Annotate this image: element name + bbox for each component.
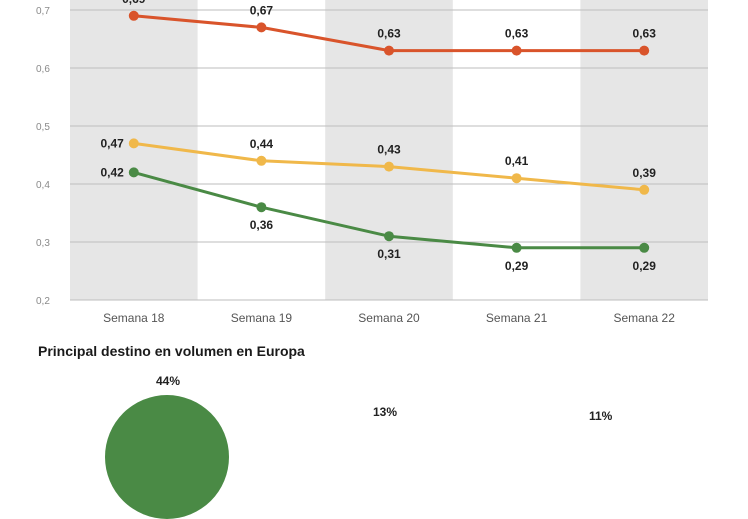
series-3-label-1: 0,42 [100,165,124,179]
series-3-point-1 [128,167,139,178]
series-1-point-1 [128,10,139,21]
series-1-label-3: 0,63 [377,27,401,41]
series-3-point-3 [384,231,394,242]
y-tick-label-1: 0,2 [36,296,50,307]
band-5 [580,0,708,300]
x-tick-label-4: Semana 21 [486,311,548,325]
pie-label-1: 44% [156,374,181,388]
pie-chart-area: 44% 13% 11% [0,360,748,423]
series-3-point-4 [511,242,522,253]
series-group [128,10,650,253]
series-1-label-1: 0,69 [122,0,146,6]
series-2-label-3: 0,43 [377,143,401,157]
series-2-point-1 [128,138,139,149]
pie-label-2: 13% [373,405,398,419]
series-3-point-5 [639,242,650,253]
x-tick-label-1: Semana 18 [103,311,165,325]
data-labels: 0,69 0,67 0,63 0,63 0,63 0,47 0,44 0,43 0,41 0,39… [100,0,656,273]
series-1-label-2: 0,67 [250,3,274,17]
series-2-label-2: 0,44 [250,137,274,151]
series-2-point-5 [639,184,650,195]
series-1-point-3 [384,45,394,56]
series-1-label-4: 0,63 [505,27,529,41]
pie-label-3: 11% [589,409,613,423]
x-tick-label-2: Semana 19 [231,311,293,325]
series-1-label-5: 0,63 [633,27,657,41]
series-2-point-4 [511,173,522,184]
y-tick-label-3: 0,4 [36,180,50,191]
x-tick-label-3: Semana 20 [358,311,420,325]
x-axis-ticks: Semana 18 Semana 19 Semana 20 Semana 21 Sema… [103,311,675,325]
section-subtitle: Principal destino en volumen en Europa [38,343,305,359]
series-3-point-2 [256,202,267,213]
series-3-label-3: 0,31 [377,247,401,261]
y-tick-label-2: 0,3 [36,238,50,249]
series-3-label-5: 0,29 [633,259,657,273]
y-tick-label-5: 0,6 [36,64,50,75]
series-3-label-2: 0,36 [250,218,274,232]
y-tick-label-6: 0,7 [36,6,50,17]
series-1-point-5 [639,45,650,56]
y-axis-ticks: 0,2 0,3 0,4 0,5 0,6 0,7 [36,6,50,307]
series-1-point-4 [511,45,522,56]
y-tick-label-4: 0,5 [36,122,50,133]
series-2-point-2 [256,155,267,166]
series-2-label-1: 0,47 [100,136,124,150]
series-1-point-2 [256,22,267,33]
line-chart: 0,20,30,40,50,60,7 Semana 18 Semana 19 Sem… [36,0,708,325]
series-2-point-3 [384,161,394,172]
x-tick-label-5: Semana 22 [614,311,676,325]
series-3-label-4: 0,29 [505,259,529,273]
series-2-label-5: 0,39 [633,166,657,180]
pie-slice-1 [105,395,229,519]
series-2-label-4: 0,41 [505,154,529,168]
